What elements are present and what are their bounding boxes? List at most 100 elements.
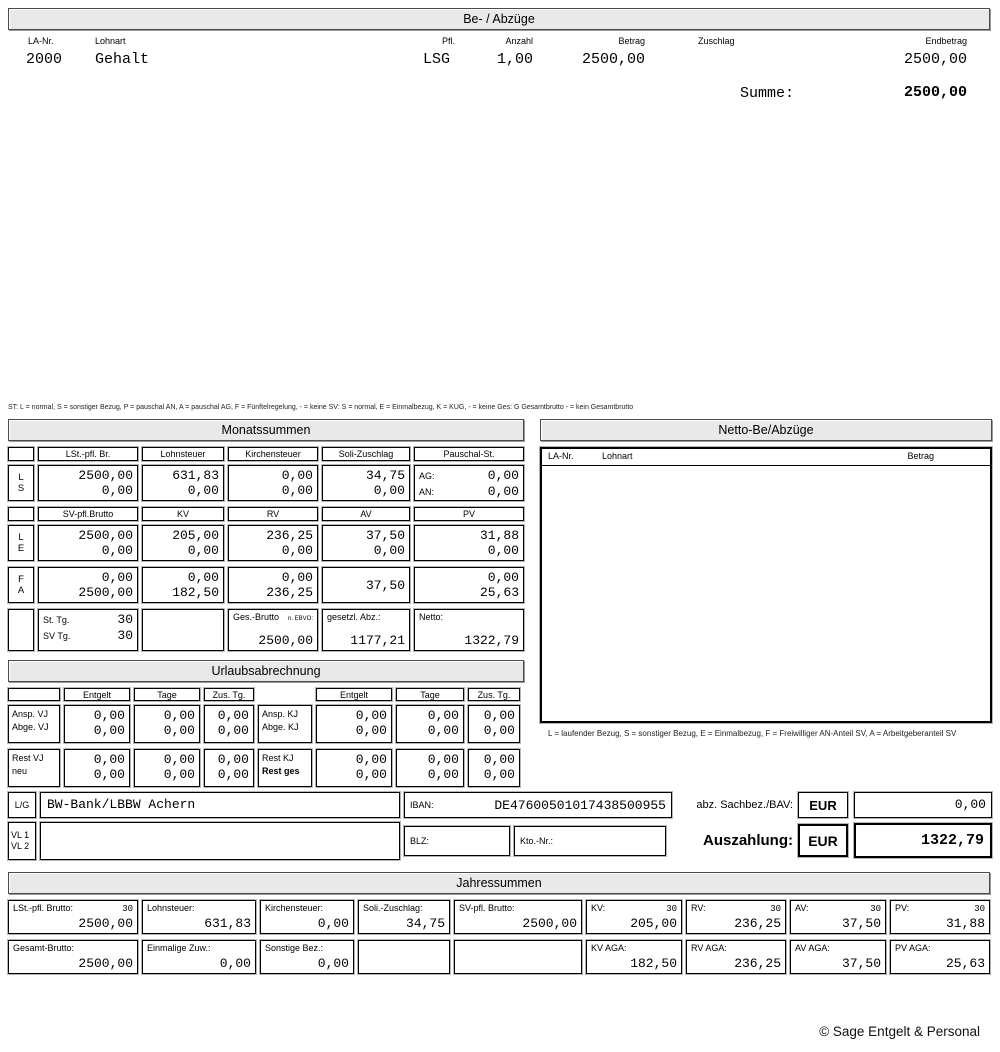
value: 236,25 xyxy=(734,956,781,971)
cell-rv-fa: 0,00 236,25 xyxy=(227,566,319,604)
value: 0,00 xyxy=(483,708,515,723)
cell-kirchensteuer-ls: 0,00 0,00 xyxy=(227,464,319,502)
tag: 30 xyxy=(122,904,133,914)
rowlabel-le-bottom: E xyxy=(17,543,25,554)
value: 0,00 xyxy=(427,708,459,723)
sv-tg-label: SV Tg. xyxy=(43,631,71,641)
jahr-lohnsteuer: Lohnsteuer: 631,83 xyxy=(141,899,257,935)
value: 34,75 xyxy=(405,916,445,931)
bank-name-box: BW-Bank/LBBW Achern xyxy=(39,791,401,819)
gesetzl-abz-value: 1177,21 xyxy=(350,633,405,648)
cell-pv-le: 31,88 0,00 xyxy=(413,524,525,562)
value: 0,00 xyxy=(427,767,459,782)
value: 0,00 xyxy=(93,723,125,738)
auszahlung-currency-box: EUR xyxy=(797,823,849,858)
footer-copyright: © Sage Entgelt & Personal xyxy=(819,1024,980,1039)
rowlabel-le: L E xyxy=(7,524,35,562)
jahr-einmalige-zuw: Einmalige Zuw.: 0,00 xyxy=(141,939,257,975)
section-header-monatssummen: Monatssummen xyxy=(8,419,524,441)
value: 0,00 xyxy=(163,723,195,738)
monats-bottom-spacer xyxy=(7,608,35,652)
header-kv: KV xyxy=(141,506,225,522)
value: 0,00 xyxy=(219,956,251,971)
value: 0,00 xyxy=(373,543,405,558)
wage-row-anzahl: 1,00 xyxy=(496,51,533,68)
label: Ansp. KJ xyxy=(262,709,299,719)
value: 0,00 xyxy=(487,570,519,585)
section-header-netto-be-abzuege: Netto-Be/Abzüge xyxy=(540,419,992,441)
netto-panel-header-row: LA-Nr. Lohnart Betrag xyxy=(542,449,990,466)
value: 236,25 xyxy=(266,528,313,543)
value: 0,00 xyxy=(217,723,249,738)
value: 236,25 xyxy=(266,585,313,600)
value: 0,00 xyxy=(483,723,515,738)
label: Gesamt-Brutto: xyxy=(13,943,75,953)
urlaub-rowlabel-vj: Ansp. VJ Abge. VJ xyxy=(7,704,61,744)
value: 0,00 xyxy=(355,708,387,723)
urlaub-rest-vj-zustg: 0,00 0,00 xyxy=(203,748,255,788)
jahr-gesamt-brutto: Gesamt-Brutto: 2500,00 xyxy=(7,939,139,975)
ges-brutto-suffix: n. EBVO: xyxy=(287,616,313,622)
section-header-urlaubsabrechnung: Urlaubsabrechnung xyxy=(8,660,524,682)
netto-value: 1322,79 xyxy=(464,633,519,648)
summe-value: 2500,00 xyxy=(903,84,967,101)
cell-ges-brutto: Ges.-Brutto n. EBVO: 2500,00 xyxy=(227,608,319,652)
rowlabel-fa-bottom: A xyxy=(17,585,25,596)
value: 31,88 xyxy=(479,528,519,543)
kto-nr-box: Kto.-Nr.: xyxy=(513,825,667,857)
section-urlaubsabrechnung: Urlaubsabrechnung Entgelt Tage Zus. Tg. … xyxy=(7,660,524,790)
cell-sv-brutto-fa: 0,00 2500,00 xyxy=(37,566,139,604)
vl1-label: VL 1 xyxy=(11,830,30,840)
jahr-soli-zuschlag: Soli.-Zuschlag: 34,75 xyxy=(357,899,451,935)
value: 0,00 xyxy=(187,543,219,558)
header-av: AV xyxy=(321,506,411,522)
value: 0,00 xyxy=(187,570,219,585)
value: 0,00 xyxy=(187,483,219,498)
cell-gesetzl-abz: gesetzl. Abz.: 1177,21 xyxy=(321,608,411,652)
urlaub-header-entgelt-2: Entgelt xyxy=(315,687,393,702)
st-tg-value: 30 xyxy=(117,612,133,627)
sachbez-value-box: 0,00 xyxy=(853,791,993,819)
auszahlung-label: Auszahlung: xyxy=(703,832,793,849)
jahr-kirchensteuer: Kirchensteuer: 0,00 xyxy=(259,899,355,935)
col-header-lohnart: Lohnart xyxy=(95,36,126,46)
value: 205,00 xyxy=(630,916,677,931)
urlaub-header-spacer xyxy=(7,687,61,702)
header-rv: RV xyxy=(227,506,319,522)
tag: 30 xyxy=(666,904,677,914)
cell-lohnsteuer-ls: 631,83 0,00 xyxy=(141,464,225,502)
netto-col-betrag: Betrag xyxy=(907,451,934,461)
jahr-pv: PV: 30 31,88 xyxy=(889,899,991,935)
urlaub-vj-entgelt: 0,00 0,00 xyxy=(63,704,131,744)
cell-pv-fa: 0,00 25,63 xyxy=(413,566,525,604)
jahr-empty-1 xyxy=(357,939,451,975)
netto-label: Netto: xyxy=(419,612,444,622)
cell-sv-brutto-le: 2500,00 0,00 xyxy=(37,524,139,562)
rowlabel-fa: F A xyxy=(7,566,35,604)
label: LSt.-pfl. Brutto: xyxy=(13,903,74,913)
value: 0,00 xyxy=(317,956,349,971)
value: 25,63 xyxy=(945,956,985,971)
monats-header-spacer-2 xyxy=(7,506,35,522)
value: 0,00 xyxy=(163,752,195,767)
value: 0,00 xyxy=(101,570,133,585)
pauschal-ag-value: 0,00 xyxy=(487,468,519,483)
label: Kirchensteuer: xyxy=(265,903,324,913)
gesetzl-abz-label: gesetzl. Abz.: xyxy=(327,612,381,622)
jahr-rv-aga: RV AGA: 236,25 xyxy=(685,939,787,975)
vl-bank-box-empty xyxy=(39,821,401,861)
col-header-pfl: Pfl. xyxy=(441,36,455,46)
label: Ansp. VJ xyxy=(12,709,49,719)
wage-row-pfl: LSG xyxy=(423,51,451,68)
jahr-empty-2 xyxy=(453,939,583,975)
label: Rest KJ xyxy=(262,753,294,763)
st-tg-label: St. Tg. xyxy=(43,615,70,625)
jahr-av-aga: AV AGA: 37,50 xyxy=(789,939,887,975)
section-jahressummen: Jahressummen LSt.-pfl. Brutto: 30 2500,00… xyxy=(7,872,992,976)
rowlabel-fa-top: F xyxy=(18,574,24,585)
vl2-label: VL 2 xyxy=(11,841,30,851)
jahr-sonstige-bez: Sonstige Bez.: 0,00 xyxy=(259,939,355,975)
label: SV-pfl. Brutto: xyxy=(459,903,515,913)
netto-panel-legend: L = laufender Bezug, S = sonstiger Bezug… xyxy=(548,729,957,738)
value: 2500,00 xyxy=(522,916,577,931)
